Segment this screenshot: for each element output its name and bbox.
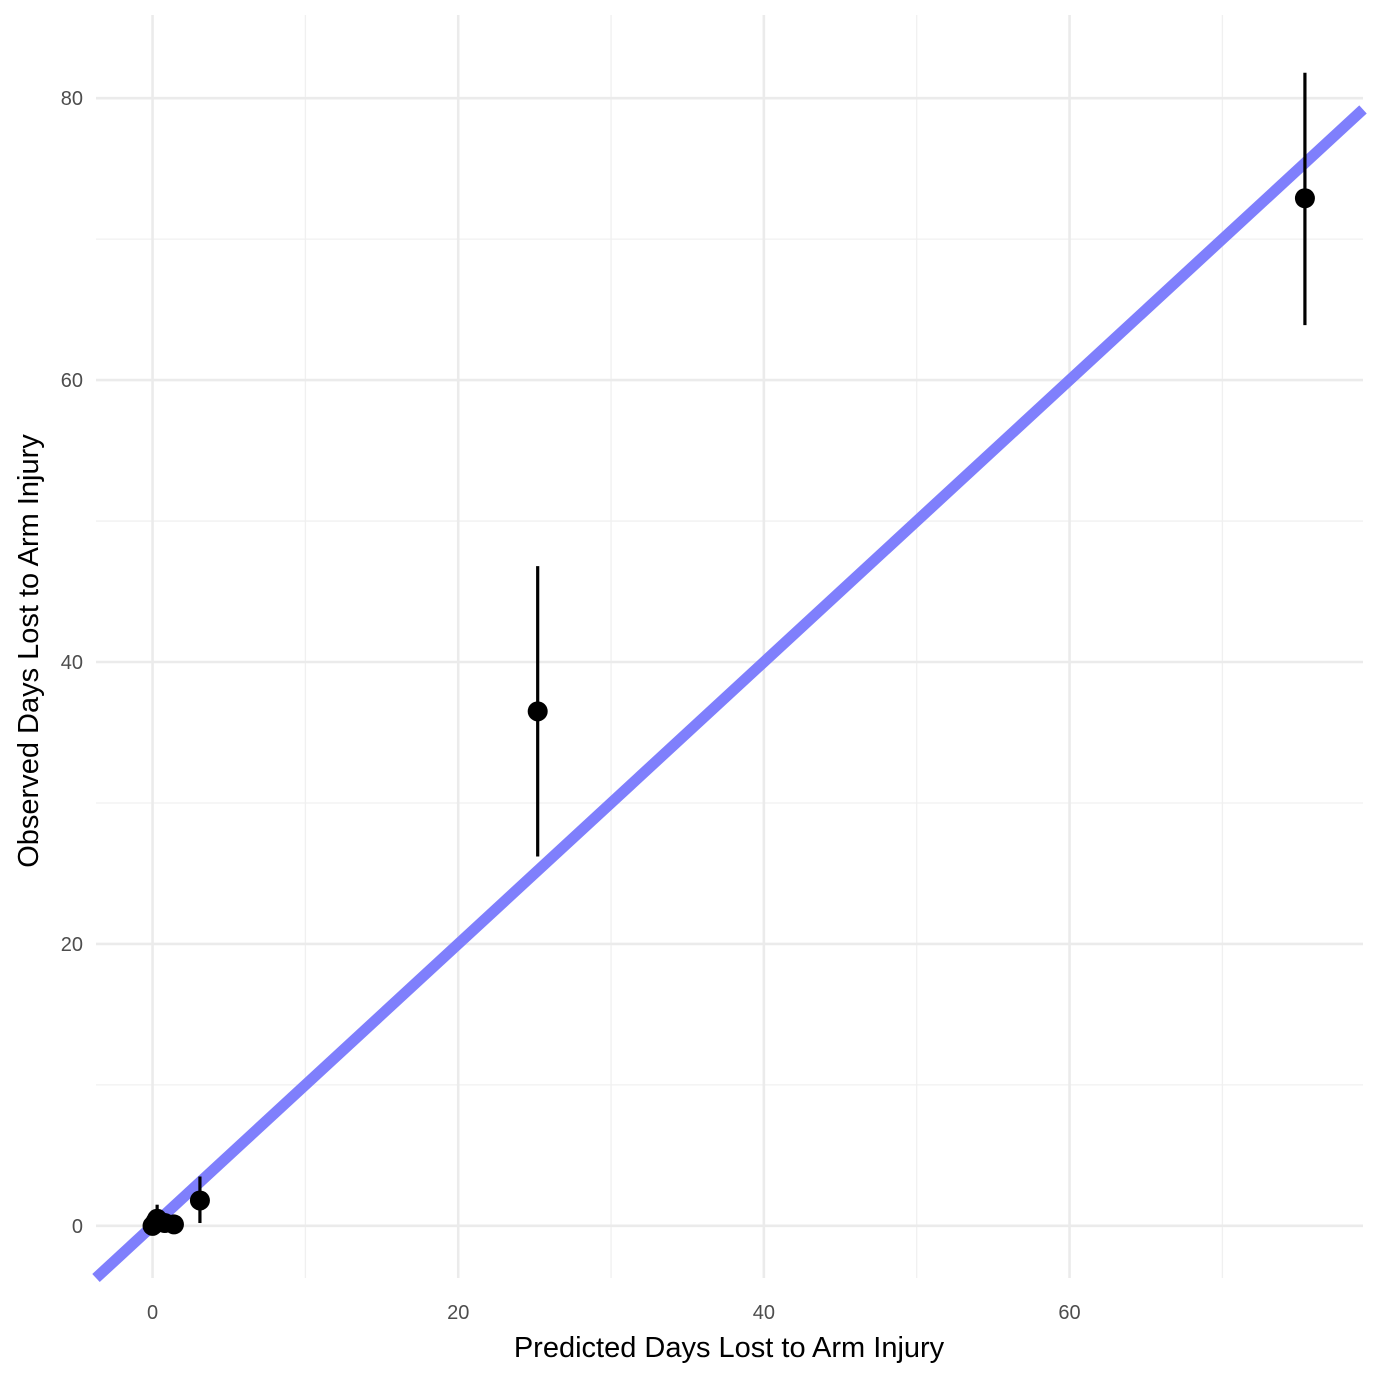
x-axis-title: Predicted Days Lost to Arm Injury bbox=[514, 1332, 945, 1364]
y-axis-title: Observed Days Lost to Arm Injury bbox=[13, 434, 45, 868]
x-tick-label: 40 bbox=[753, 1302, 775, 1324]
data-point bbox=[527, 701, 548, 722]
data-point bbox=[163, 1214, 184, 1235]
y-tick-label: 60 bbox=[61, 370, 83, 392]
x-tick-label: 60 bbox=[1058, 1302, 1080, 1324]
reference-line-layer bbox=[92, 105, 1367, 1283]
x-tick-label: 0 bbox=[147, 1302, 158, 1324]
x-tick-label: 20 bbox=[447, 1302, 469, 1324]
y-tick-labels: 0 20 40 60 80 bbox=[61, 88, 83, 1238]
error-bars bbox=[150, 72, 1307, 1226]
x-tick-labels: 0 20 40 60 bbox=[147, 1302, 1081, 1324]
reference-line bbox=[92, 105, 1367, 1283]
grid-major bbox=[96, 15, 1363, 1278]
y-tick-label: 80 bbox=[61, 88, 83, 110]
y-tick-label: 0 bbox=[72, 1216, 83, 1238]
grid-minor bbox=[96, 15, 1363, 1278]
data-point bbox=[189, 1190, 210, 1211]
data-point bbox=[1294, 188, 1315, 209]
data-points bbox=[142, 188, 1315, 1236]
y-tick-label: 40 bbox=[61, 652, 83, 674]
y-tick-label: 20 bbox=[61, 934, 83, 956]
